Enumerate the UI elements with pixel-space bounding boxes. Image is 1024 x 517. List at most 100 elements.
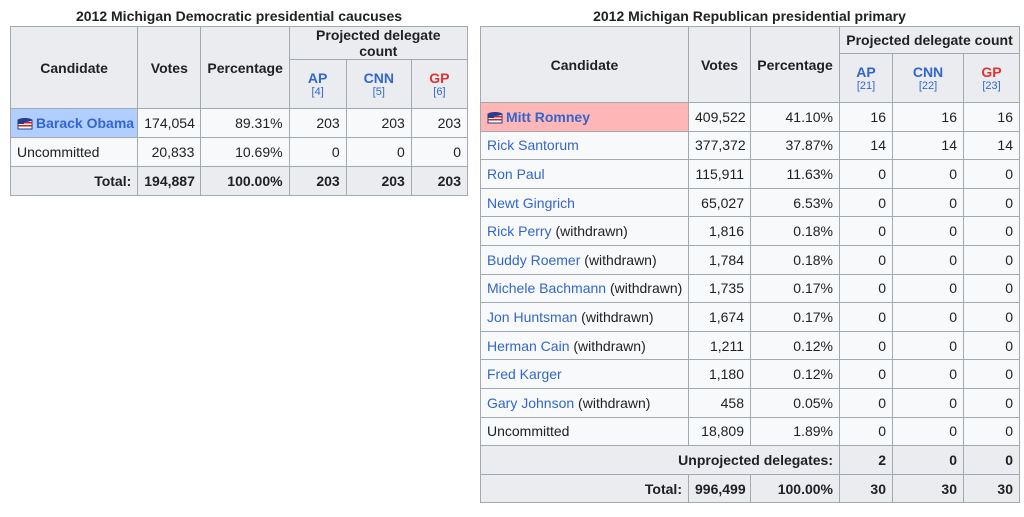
table-row: Uncommitted 20,833 10.69% 0 0 0 (9, 137, 469, 167)
percentage-header: Percentage (200, 26, 290, 109)
ap-cell: 0 (839, 273, 893, 304)
candidate-link[interactable]: Rick Perry (487, 223, 552, 240)
table-row: Herman Cain (withdrawn) 1,211 0.12% 0 0 0 (480, 330, 1020, 361)
candidate-link[interactable]: Barack Obama (36, 115, 135, 131)
percentage-cell: 0.12% (750, 330, 840, 361)
ap-cell: 0 (839, 359, 893, 389)
gp-link[interactable]: GP (981, 64, 1002, 80)
percentage-cell: 0.12% (750, 359, 840, 389)
ap-cell: 203 (288, 108, 347, 138)
withdrawn-note: (withdrawn) (606, 280, 683, 297)
votes-cell: 65,027 (688, 187, 751, 218)
cnn-cell: 0 (892, 302, 964, 332)
table-title: 2012 Michigan Democratic presidential ca… (75, 8, 403, 24)
ap-link[interactable]: AP (856, 64, 876, 80)
gp-header: GP [23] (963, 53, 1020, 103)
candidate-cell: Fred Karger (480, 359, 689, 389)
votes-cell: 18,809 (688, 416, 751, 447)
percentage-cell: 10.69% (200, 137, 290, 167)
total-label: Total: (480, 473, 689, 504)
gp-cell: 0 (963, 330, 1020, 361)
votes-cell: 1,816 (688, 216, 751, 246)
withdrawn-note: (withdrawn) (577, 308, 654, 325)
ref-link[interactable]: [22] (918, 80, 938, 92)
total-percentage: 100.00% (750, 473, 840, 504)
candidate-link[interactable]: Michele Bachmann (487, 280, 607, 297)
table-row: Buddy Roemer (withdrawn) 1,784 0.18% 0 0 0 (480, 244, 1020, 275)
cnn-header: CNN [22] (892, 53, 964, 103)
cnn-cell: 0 (892, 216, 964, 246)
percentage-cell: 41.10% (750, 102, 840, 132)
candidate-link[interactable]: Buddy Roemer (487, 251, 581, 268)
gp-cell: 0 (963, 302, 1020, 332)
table-row: Newt Gingrich 65,027 6.53% 0 0 0 (480, 187, 1020, 218)
ref-link[interactable]: [21] (856, 80, 876, 92)
candidate-cell: Buddy Roemer (withdrawn) (480, 244, 689, 275)
candidate-link[interactable]: Rick Santorum (487, 137, 579, 154)
percentage-cell: 6.53% (750, 187, 840, 218)
gp-header: GP [6] (410, 59, 469, 109)
unprojected-cnn: 0 (892, 445, 964, 475)
republican-primary-table: 2012 Michigan Republican presidential pr… (480, 6, 1020, 504)
table-row: Rick Perry (withdrawn) 1,816 0.18% 0 0 0 (480, 216, 1020, 246)
votes-cell: 458 (688, 387, 751, 418)
gp-cell: 0 (963, 187, 1020, 218)
candidate-header: Candidate (9, 26, 139, 109)
candidate-link[interactable]: Ron Paul (487, 165, 545, 182)
candidate-link[interactable]: Herman Cain (487, 337, 570, 354)
ap-cell: 0 (839, 387, 893, 418)
total-cnn: 30 (892, 473, 964, 504)
ap-header: AP [4] (288, 59, 347, 109)
candidate-link[interactable]: Jon Huntsman (487, 308, 578, 325)
projected-delegate-header: Projected delegate count (839, 26, 1020, 54)
cnn-cell: 14 (892, 130, 964, 161)
unprojected-row: Unprojected delegates: 2 0 0 (480, 445, 1020, 475)
candidate-link[interactable]: Mitt Romney (506, 108, 590, 125)
cnn-cell: 0 (345, 137, 412, 167)
table-row: Ron Paul 115,911 11.63% 0 0 0 (480, 159, 1020, 189)
withdrawn-note: (withdrawn) (551, 223, 628, 240)
percentage-cell: 0.17% (750, 273, 840, 304)
cnn-cell: 16 (892, 102, 964, 132)
ap-cell: 0 (839, 302, 893, 332)
candidate-cell: Ron Paul (480, 159, 689, 189)
unprojected-ap: 2 (839, 445, 893, 475)
ap-link[interactable]: AP (307, 70, 328, 86)
ref-link[interactable]: [23] (982, 80, 1001, 92)
gp-cell: 0 (963, 244, 1020, 275)
unprojected-label: Unprojected delegates: (480, 445, 840, 475)
ap-cell: 0 (839, 244, 893, 275)
votes-cell: 1,180 (688, 359, 751, 389)
ref-link[interactable]: [4] (311, 86, 324, 98)
cnn-link[interactable]: CNN (912, 64, 944, 80)
votes-cell: 1,211 (688, 330, 751, 361)
gp-link[interactable]: GP (429, 70, 450, 86)
votes-header: Votes (137, 26, 202, 109)
ref-link[interactable]: [5] (372, 86, 385, 98)
gp-cell: 0 (963, 216, 1020, 246)
cnn-cell: 0 (892, 159, 964, 189)
percentage-cell: 0.18% (750, 216, 840, 246)
cnn-cell: 0 (892, 187, 964, 218)
total-ap: 203 (288, 166, 347, 196)
percentage-cell: 89.31% (200, 108, 290, 138)
table-row: Michele Bachmann (withdrawn) 1,735 0.17% 0 0… (480, 273, 1020, 304)
candidate-link[interactable]: Newt Gingrich (487, 194, 575, 211)
percentage-cell: 0.18% (750, 244, 840, 275)
gp-cell: 0 (963, 159, 1020, 189)
candidate-link[interactable]: Fred Karger (487, 366, 562, 383)
ref-link[interactable]: [6] (433, 86, 446, 98)
candidate-link[interactable]: Gary Johnson (487, 394, 575, 411)
us-flag-hat-icon (487, 111, 503, 124)
total-cnn: 203 (345, 166, 412, 196)
ap-header: AP [21] (839, 53, 893, 103)
ap-cell: 0 (839, 216, 893, 246)
cnn-link[interactable]: CNN (363, 70, 394, 86)
votes-cell: 20,833 (137, 137, 202, 167)
ap-cell: 0 (839, 330, 893, 361)
candidate-cell: Jon Huntsman (withdrawn) (480, 302, 689, 332)
votes-cell: 1,735 (688, 273, 751, 304)
table-row: Fred Karger 1,180 0.12% 0 0 0 (480, 359, 1020, 389)
candidate-cell: Rick Perry (withdrawn) (480, 216, 689, 246)
gp-cell: 0 (963, 273, 1020, 304)
